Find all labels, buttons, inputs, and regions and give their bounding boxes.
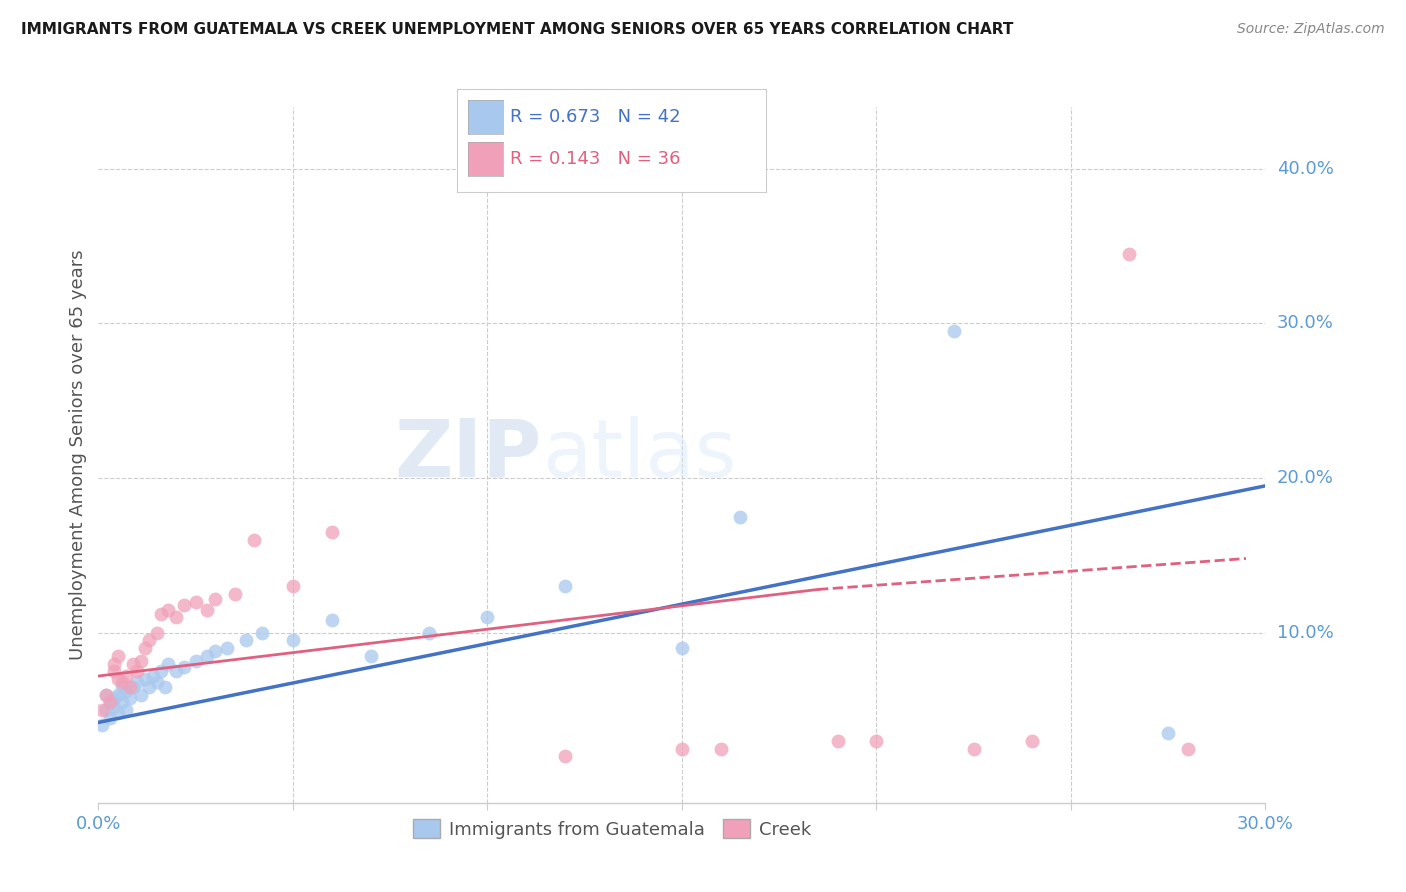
Point [98,695,121,709]
Point [195,602,218,616]
Point [149,607,172,622]
Point [224,587,246,601]
Point [554,749,576,764]
Point [671,641,693,656]
Point [554,579,576,593]
Point [129,654,152,668]
Point [127,665,149,679]
Point [321,525,343,540]
Point [96,688,118,702]
Point [1118,247,1140,261]
Text: 30.0%: 30.0% [1277,315,1334,333]
Point [730,509,752,524]
Point [114,684,136,698]
Point [107,648,129,663]
Point [827,734,849,748]
Point [157,657,180,671]
Point [943,324,966,338]
Point [153,680,176,694]
Point [215,641,238,656]
Point [243,533,266,547]
Point [118,690,141,705]
Point [134,672,156,686]
Point [165,665,187,679]
Point [96,703,118,717]
Point [91,718,114,732]
Point [111,675,134,690]
Text: 10.0%: 10.0% [1277,624,1334,641]
Point [1157,726,1180,740]
Point [173,659,195,673]
Point [281,579,304,593]
Point [962,741,984,756]
Point [1177,741,1199,756]
Point [122,657,145,671]
Point [195,648,218,663]
Point [127,675,149,690]
Point [184,595,207,609]
Point [107,672,129,686]
Point [107,706,129,720]
Point [477,610,499,624]
Point [865,734,887,748]
Point [157,602,180,616]
Point [281,633,304,648]
Point [111,695,134,709]
Point [671,741,693,756]
Point [321,613,343,627]
Point [184,654,207,668]
Point [91,703,114,717]
Text: 20.0%: 20.0% [1277,469,1334,487]
Point [1021,734,1043,748]
Point [111,680,134,694]
Point [122,680,145,694]
Text: Source: ZipAtlas.com: Source: ZipAtlas.com [1237,22,1385,37]
Point [710,741,733,756]
Point [204,644,226,658]
Point [129,688,152,702]
Point [103,700,125,714]
Point [138,633,160,648]
Text: R = 0.673   N = 42: R = 0.673 N = 42 [510,108,681,126]
Point [103,657,125,671]
Point [142,669,165,683]
Y-axis label: Unemployment Among Seniors over 65 years: Unemployment Among Seniors over 65 years [69,250,87,660]
Point [235,633,257,648]
Point [165,610,187,624]
Text: atlas: atlas [541,416,737,494]
Point [96,688,118,702]
Text: ZIP: ZIP [395,416,541,494]
Text: 40.0%: 40.0% [1277,160,1334,178]
Point [204,591,226,606]
Point [418,625,440,640]
Point [146,675,169,690]
Point [118,680,141,694]
Point [98,711,121,725]
Point [114,703,136,717]
Legend: Immigrants from Guatemala, Creek: Immigrants from Guatemala, Creek [405,812,818,846]
Point [146,625,169,640]
Point [149,665,172,679]
Point [134,641,156,656]
Point [103,665,125,679]
Point [103,690,125,705]
Point [138,680,160,694]
Point [114,669,136,683]
Point [360,648,382,663]
Text: IMMIGRANTS FROM GUATEMALA VS CREEK UNEMPLOYMENT AMONG SENIORS OVER 65 YEARS CORR: IMMIGRANTS FROM GUATEMALA VS CREEK UNEMP… [21,22,1014,37]
Point [173,598,195,612]
Point [107,688,129,702]
Point [250,625,273,640]
Point [98,695,121,709]
Text: R = 0.143   N = 36: R = 0.143 N = 36 [510,150,681,168]
